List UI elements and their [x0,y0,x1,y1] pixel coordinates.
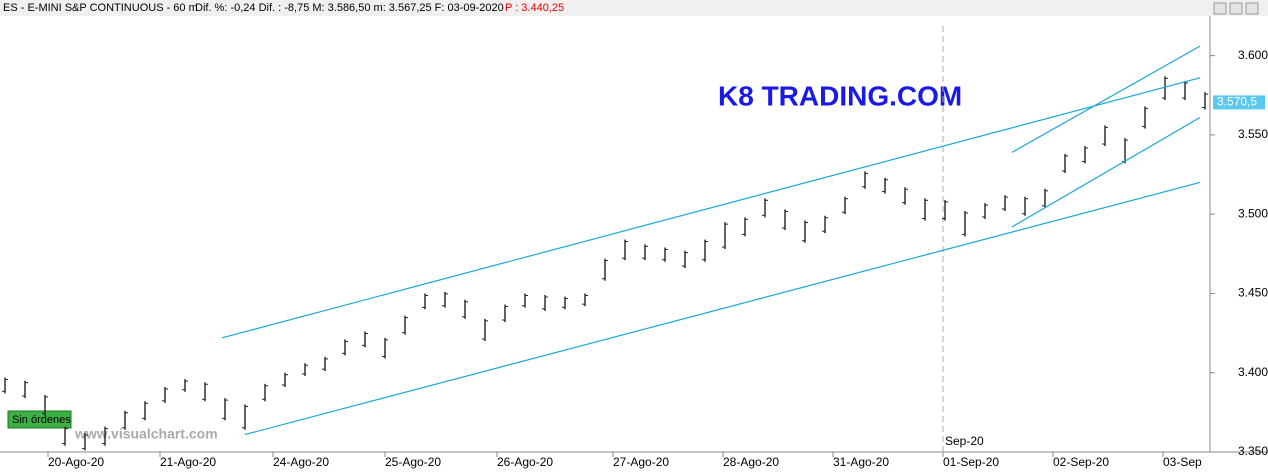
x-tick-label: 26-Ago-20 [497,455,553,469]
y-tick-label: 3.350 [1238,444,1268,458]
x-tick-label: 28-Ago-20 [723,455,779,469]
x-tick-label: 01-Sep-20 [943,455,999,469]
y-tick-label: 3.450 [1238,286,1268,300]
orders-badge-box [7,410,72,429]
minimize-button[interactable] [1213,2,1227,15]
header-bar [0,0,1268,16]
x-tick-label: 21-Ago-20 [160,455,216,469]
period-marker-label: Sep-20 [945,434,984,448]
trend-line [1011,45,1201,153]
last-price-box [1213,95,1265,110]
x-tick-label: 24-Ago-20 [273,455,329,469]
x-tick-label: 02-Sep-20 [1053,455,1109,469]
y-tick-label: 3.400 [1238,365,1268,379]
header-title: ES - E-MINI S&P CONTINUOUS - 60 m [3,2,198,14]
header-stats: Dif. %: -0,24 Dif. : -8,75 M: 3.586,50 m… [195,2,504,14]
x-tick-label: 20-Ago-20 [48,455,104,469]
last-price-label: 3.570,5 [1217,95,1257,109]
window-buttons [1213,2,1259,15]
x-tick-label: 25-Ago-20 [385,455,441,469]
y-tick-label: 3.600 [1238,48,1268,62]
y-tick-label: 3.550 [1238,127,1268,141]
maximize-button[interactable] [1229,2,1243,15]
y-tick-label: 3.500 [1238,206,1268,220]
trend-line [221,77,1201,339]
trend-line [244,181,1201,436]
x-tick-label: 03-Sep [1163,455,1202,469]
header-price: P : 3.440,25 [505,2,564,14]
trend-line [1011,116,1201,228]
x-tick-label: 31-Ago-20 [833,455,889,469]
close-button[interactable] [1245,2,1259,15]
site-watermark: www.visualchart.com [74,426,218,442]
x-tick-label: 27-Ago-20 [613,455,669,469]
orders-badge: Sin órdenes [12,414,71,426]
watermark-title: K8 TRADING.COM [718,80,962,111]
